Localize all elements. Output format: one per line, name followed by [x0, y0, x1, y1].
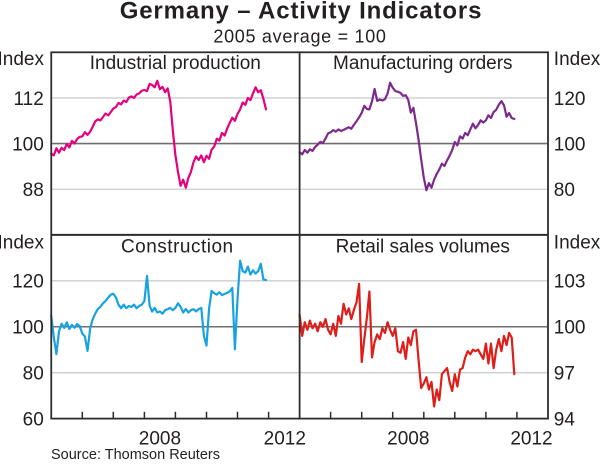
- svg-text:Industrial production: Industrial production: [90, 53, 261, 74]
- svg-text:Index: Index: [554, 49, 600, 70]
- svg-text:60: 60: [23, 410, 44, 431]
- svg-text:Index: Index: [554, 233, 600, 254]
- svg-text:Germany – Activity Indicators: Germany – Activity Indicators: [120, 0, 483, 25]
- svg-text:2008: 2008: [139, 428, 181, 449]
- svg-text:2005 average = 100: 2005 average = 100: [213, 27, 386, 47]
- svg-text:80: 80: [23, 364, 44, 385]
- svg-text:103: 103: [554, 272, 586, 293]
- svg-text:100: 100: [12, 135, 44, 156]
- svg-text:2008: 2008: [387, 428, 429, 449]
- svg-text:100: 100: [554, 318, 586, 339]
- svg-text:100: 100: [554, 135, 586, 156]
- svg-text:Index: Index: [0, 49, 44, 70]
- svg-text:100: 100: [12, 318, 44, 339]
- svg-text:Retail sales volumes: Retail sales volumes: [336, 237, 510, 258]
- svg-text:Index: Index: [0, 233, 44, 254]
- svg-text:97: 97: [554, 364, 575, 385]
- svg-text:120: 120: [554, 89, 586, 110]
- svg-text:88: 88: [23, 180, 44, 201]
- svg-text:Construction: Construction: [121, 237, 234, 258]
- svg-text:80: 80: [554, 180, 575, 201]
- svg-text:120: 120: [12, 272, 44, 293]
- svg-text:94: 94: [554, 410, 576, 431]
- svg-text:Manufacturing orders: Manufacturing orders: [333, 53, 513, 74]
- svg-text:Source: Thomson Reuters: Source: Thomson Reuters: [51, 447, 220, 463]
- svg-text:112: 112: [14, 89, 44, 110]
- svg-text:2012: 2012: [510, 428, 552, 449]
- svg-text:2012: 2012: [264, 428, 306, 449]
